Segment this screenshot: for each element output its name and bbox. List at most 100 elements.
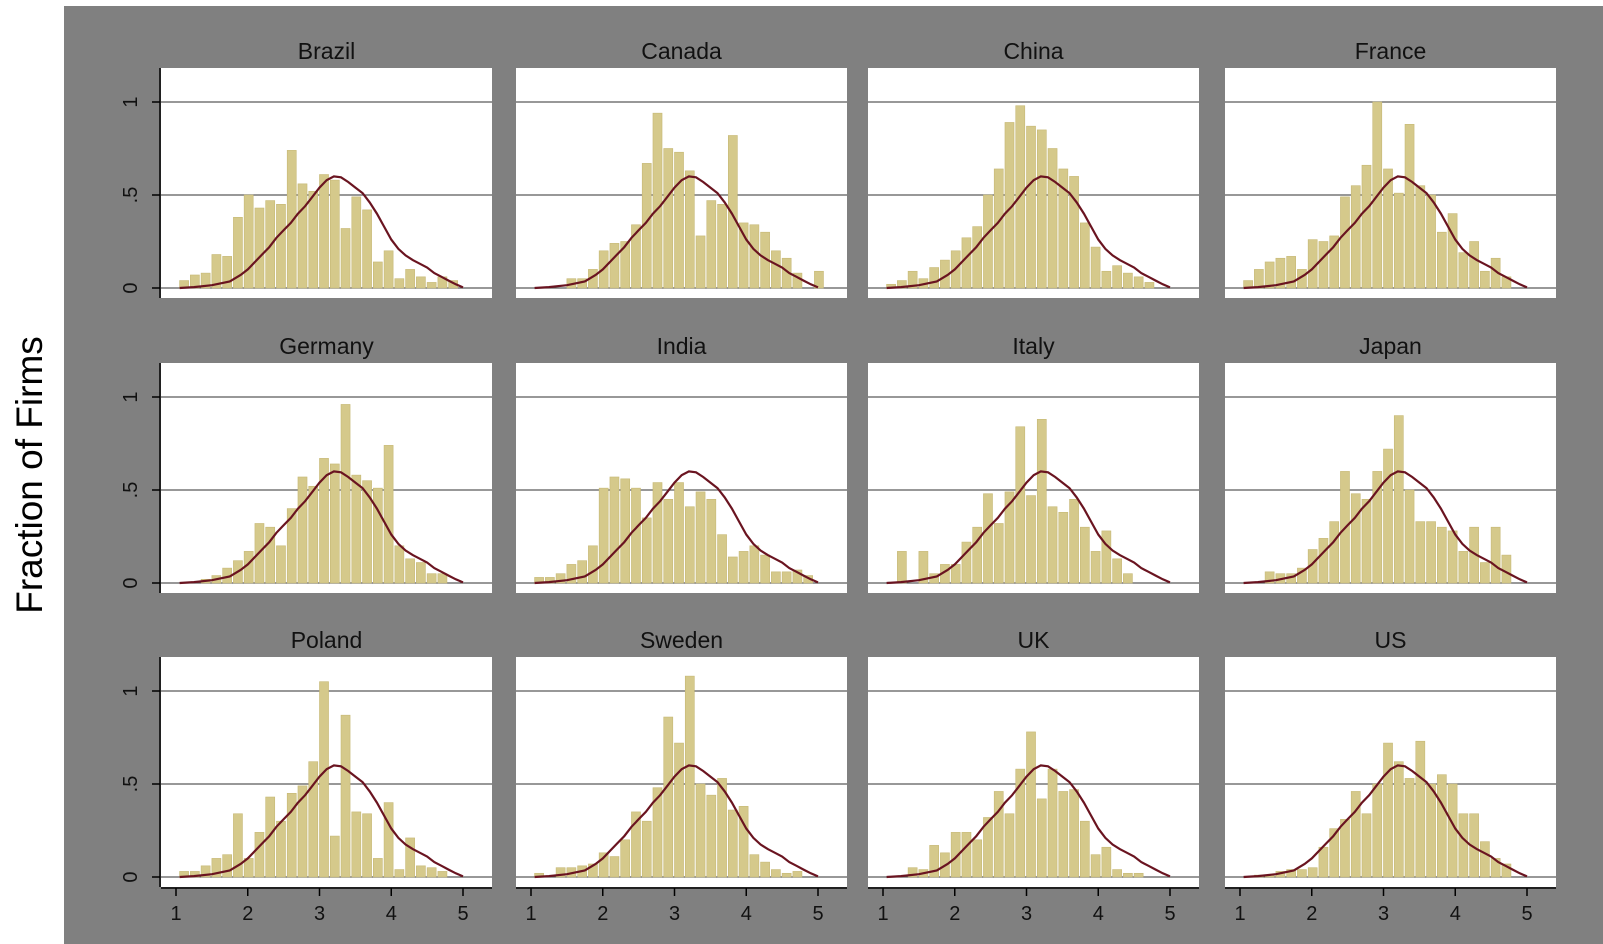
bar (1480, 270, 1490, 289)
bar (1101, 530, 1112, 584)
bar (1144, 282, 1155, 289)
bar (1393, 192, 1404, 289)
bar (329, 179, 340, 289)
bar (663, 498, 674, 584)
bar (426, 282, 437, 289)
panel-title: Germany (279, 333, 374, 359)
panel-title: France (1355, 38, 1427, 64)
bar (792, 871, 803, 878)
bar (1275, 257, 1286, 289)
bar (351, 474, 362, 584)
bar (437, 871, 448, 878)
panel-brazil: Brazil 0 .5 1 (120, 38, 492, 298)
bar (566, 564, 577, 584)
bar (1264, 261, 1275, 289)
bar (1458, 252, 1469, 289)
bar (728, 809, 738, 878)
density-line (886, 470, 1171, 585)
bar (1458, 813, 1469, 878)
bar (211, 858, 222, 878)
bar (329, 463, 340, 584)
bar (1318, 846, 1329, 878)
bar (200, 272, 211, 289)
bar (983, 493, 993, 584)
bar (1340, 196, 1350, 289)
panel-sweden: Sweden 1 2 3 4 5 (516, 627, 847, 925)
bar (1101, 846, 1112, 878)
bar (950, 832, 961, 878)
y-axis-title: Fraction of Firms (9, 336, 50, 614)
bar (1123, 272, 1133, 289)
bar (993, 168, 1004, 289)
panel-title: Canada (641, 38, 722, 64)
bar (254, 832, 265, 878)
bar (1264, 571, 1275, 584)
bar (760, 554, 770, 584)
bar (426, 573, 437, 584)
bar (1026, 731, 1036, 878)
bar (1047, 148, 1058, 289)
x-tick-label: 2 (1306, 903, 1317, 925)
bar (1350, 493, 1361, 584)
bar (695, 235, 706, 289)
bar (907, 270, 918, 289)
bar (695, 783, 706, 878)
bar (577, 560, 587, 584)
panel-title: Japan (1359, 333, 1422, 359)
bar (1404, 778, 1415, 878)
bar (362, 480, 372, 584)
bar (1447, 530, 1458, 584)
bar (254, 207, 265, 289)
bar (383, 250, 394, 289)
bar (1447, 213, 1458, 289)
bar (1080, 820, 1090, 878)
bar (749, 545, 760, 584)
bar (1490, 526, 1501, 584)
bar (749, 854, 760, 878)
bar (728, 135, 738, 289)
bar (663, 716, 674, 878)
bar (1426, 521, 1436, 584)
bar (972, 839, 983, 878)
bar (961, 832, 972, 878)
bar (555, 573, 566, 584)
bar (1112, 558, 1122, 584)
x-tick-label: 3 (669, 903, 680, 925)
x-tick-label: 2 (949, 903, 960, 925)
x-tick-label: 5 (1521, 903, 1532, 925)
panel-title: US (1375, 627, 1407, 653)
bar (1026, 125, 1036, 289)
bar (416, 865, 426, 878)
bar (1058, 791, 1069, 878)
bar (1383, 742, 1393, 878)
bar (351, 811, 362, 878)
bar (394, 869, 405, 878)
bar (340, 714, 351, 878)
bar (728, 556, 738, 584)
bar (416, 276, 426, 289)
bar (1383, 168, 1393, 289)
bar (620, 241, 631, 289)
bar (684, 675, 695, 878)
bar (405, 558, 415, 584)
x-tick-label: 4 (741, 903, 752, 925)
bar (297, 785, 308, 878)
bar (1090, 246, 1101, 289)
bar (631, 224, 641, 289)
bar (276, 204, 286, 289)
density-line (534, 470, 819, 585)
bar (1415, 740, 1426, 878)
bar (897, 551, 907, 584)
bar (329, 835, 340, 878)
bar (771, 571, 781, 584)
bar (308, 485, 319, 584)
bar (362, 209, 372, 289)
bar (200, 865, 211, 878)
bar (1123, 872, 1133, 878)
y-tick-label: 0 (120, 577, 142, 588)
bar (1069, 498, 1079, 584)
bar (738, 806, 749, 878)
bar (1090, 551, 1101, 584)
bar (814, 270, 824, 289)
